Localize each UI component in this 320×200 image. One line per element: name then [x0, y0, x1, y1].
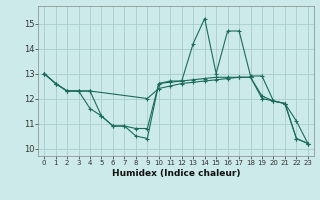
X-axis label: Humidex (Indice chaleur): Humidex (Indice chaleur)	[112, 169, 240, 178]
